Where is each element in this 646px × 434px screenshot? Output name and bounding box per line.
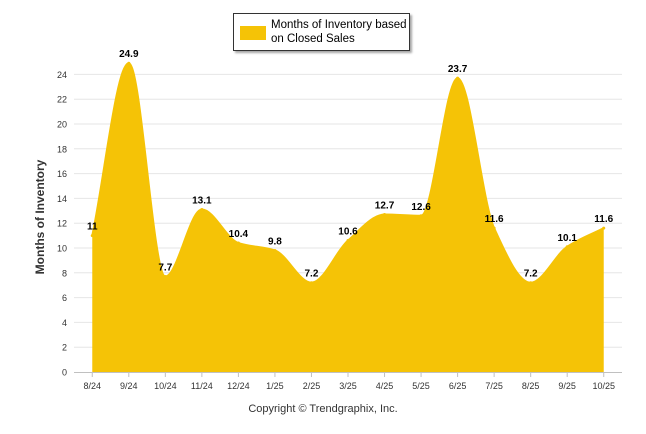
y-tick-label: 18	[57, 144, 67, 154]
x-tick-label: 6/25	[449, 381, 467, 391]
data-point	[456, 76, 460, 80]
y-tick-label: 24	[57, 70, 67, 80]
x-tick-label: 8/25	[522, 381, 540, 391]
y-tick-label: 6	[62, 293, 67, 303]
y-tick-label: 16	[57, 169, 67, 179]
x-tick-label: 3/25	[339, 381, 357, 391]
series-area	[92, 63, 604, 373]
data-point	[273, 248, 277, 252]
x-tick-label: 10/24	[154, 381, 177, 391]
data-label: 10.4	[229, 229, 249, 240]
y-tick-label: 14	[57, 194, 67, 204]
copyright-text: Copyright © Trendgraphix, Inc.	[248, 403, 398, 415]
legend-label: Months of Inventory based on Closed Sale…	[271, 19, 407, 45]
y-tick-label: 4	[62, 318, 67, 328]
data-label: 24.9	[119, 49, 139, 60]
data-point	[90, 234, 94, 238]
data-label: 9.8	[268, 236, 282, 247]
data-point	[492, 226, 496, 230]
data-point	[383, 213, 387, 217]
x-tick-label: 9/25	[558, 381, 576, 391]
legend-swatch	[240, 26, 266, 40]
x-tick-label: 4/25	[376, 381, 394, 391]
data-point	[127, 61, 131, 65]
data-label: 12.7	[375, 201, 395, 212]
x-tick-label: 10/25	[592, 381, 615, 391]
legend: Months of Inventory based on Closed Sale…	[233, 13, 410, 51]
data-point	[163, 275, 167, 279]
data-label: 11.6	[485, 214, 504, 225]
data-point	[309, 281, 313, 285]
data-label: 13.1	[192, 196, 212, 207]
y-tick-label: 20	[57, 120, 67, 130]
data-point	[419, 214, 423, 218]
x-tick-label: 1/25	[266, 381, 284, 391]
x-tick-label: 5/25	[412, 381, 430, 391]
y-tick-label: 22	[57, 95, 67, 105]
data-point	[346, 239, 350, 243]
data-label: 7.2	[305, 269, 319, 280]
y-tick-label: 10	[57, 244, 67, 254]
x-tick-label: 7/25	[485, 381, 503, 391]
data-label: 10.6	[338, 227, 358, 238]
x-tick-label: 11/24	[191, 381, 213, 391]
x-tick-label: 2/25	[303, 381, 321, 391]
data-label: 7.2	[524, 269, 538, 280]
y-tick-label: 8	[62, 268, 67, 278]
data-point	[602, 226, 606, 230]
data-point	[529, 281, 533, 285]
data-label: 10.1	[557, 233, 577, 244]
data-label: 11	[87, 222, 98, 233]
y-tick-label: 12	[57, 219, 67, 229]
data-point	[565, 245, 569, 249]
x-tick-label: 8/24	[84, 381, 102, 391]
x-tick-label: 12/24	[227, 381, 250, 391]
y-axis-label: Months of Inventory	[33, 159, 47, 275]
data-label: 7.7	[158, 263, 172, 274]
series-line	[91, 62, 605, 284]
data-label: 11.6	[594, 214, 613, 225]
data-point	[200, 208, 204, 212]
data-point	[236, 241, 240, 245]
data-label: 23.7	[448, 64, 468, 75]
x-tick-label: 9/24	[120, 381, 138, 391]
y-tick-label: 2	[62, 343, 67, 353]
data-label: 12.6	[411, 202, 431, 213]
y-tick-label: 0	[62, 368, 67, 378]
